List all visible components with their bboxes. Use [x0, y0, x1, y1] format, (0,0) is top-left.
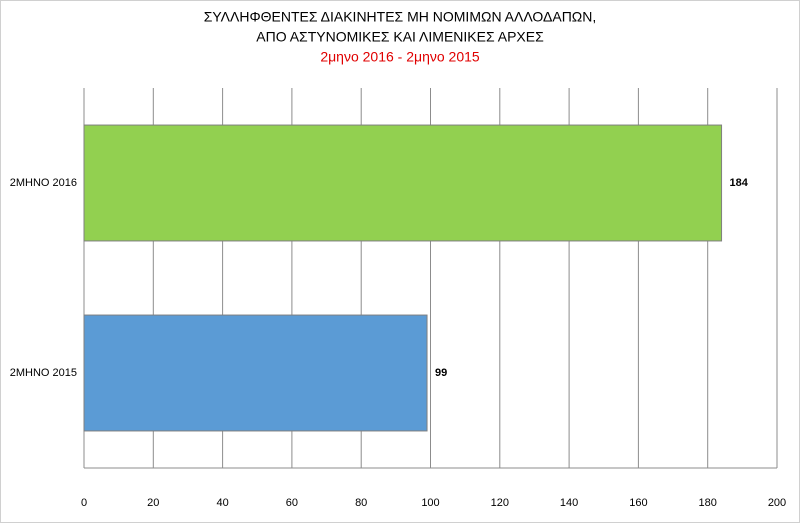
x-tick-label: 140: [560, 497, 578, 509]
bar: [83, 124, 723, 242]
x-tick-label: 200: [768, 497, 786, 509]
chart-subtitle: 2μηνο 2016 - 2μηνο 2015: [320, 49, 480, 65]
x-tick-label: 80: [355, 497, 367, 509]
value-label: 184: [730, 177, 749, 189]
x-tick-label: 100: [421, 497, 439, 509]
bar: [83, 314, 428, 432]
x-tick-label: 120: [491, 497, 509, 509]
x-tick-label: 160: [629, 497, 647, 509]
x-tick-label: 0: [81, 497, 87, 509]
x-tick-label: 20: [147, 497, 159, 509]
x-tick-label: 60: [286, 497, 298, 509]
x-tick-label: 180: [699, 497, 717, 509]
chart-title: ΣΥΛΛΗΦΘΕΝΤΕΣ ΔΙΑΚΙΝΗΤΕΣ ΜΗ ΝΟΜΙΜΩΝ ΑΛΛΟΔ…: [204, 9, 597, 25]
chart-title: ΑΠΟ ΑΣΤΥΝΟΜΙΚΕΣ ΚΑΙ ΛΙΜΕΝΙΚΕΣ ΑΡΧΕΣ: [256, 29, 544, 45]
value-label: 99: [435, 367, 447, 379]
y-tick-label: 2ΜΗΝΟ 2016: [10, 177, 77, 189]
y-tick-label: 2ΜΗΝΟ 2015: [10, 367, 77, 379]
x-tick-label: 40: [216, 497, 228, 509]
